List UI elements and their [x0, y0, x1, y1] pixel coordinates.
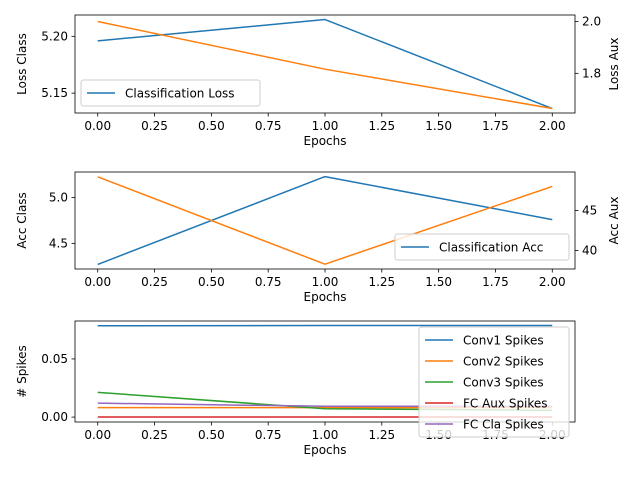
- series-line-1-1: [97, 18, 553, 110]
- legend-frame: [80, 79, 261, 107]
- y-tick-label: 4.5: [49, 236, 68, 250]
- y-tick-label: 5.20: [41, 29, 68, 43]
- x-tick-label: 1.25: [368, 275, 395, 289]
- x-tick-label: 0.25: [141, 275, 168, 289]
- x-tick-label: 1.50: [425, 275, 452, 289]
- subplot-3: 0.000.250.500.751.001.251.501.752.000.00…: [15, 320, 576, 457]
- subplot-2: 0.00 0.25 0.50 0.75 1.00 1.25 1.50 1.75 2.00 4.5 5…: [15, 171, 621, 304]
- y-tick-label: 0.00: [41, 410, 68, 424]
- x-tick-label: 2.00: [539, 275, 566, 289]
- x-tick-label: 0.75: [255, 275, 282, 289]
- subplot-1: 0.00 0.25 0.50 0.75 1.00 1.25 1.50 1.75 2.00 5.15…: [15, 14, 621, 148]
- x-axis-label: Epochs: [304, 134, 347, 148]
- legend-1: Classification Loss: [80, 79, 261, 107]
- y-axis-label: Acc Class: [15, 192, 29, 249]
- legend-entry: Classification Acc: [439, 241, 543, 255]
- y-axis-label-right: Acc Aux: [607, 197, 621, 245]
- x-axis-label: Epochs: [304, 443, 347, 457]
- y-right-tick-label: 1.8: [582, 66, 601, 80]
- x-tick-label: 1.00: [312, 119, 339, 133]
- x-tick-label: 0.50: [198, 428, 225, 442]
- x-tick-label: 0.25: [141, 428, 168, 442]
- series-line-2-1: [97, 175, 553, 266]
- x-tick-label: 0.00: [84, 119, 111, 133]
- x-tick-label: 0.00: [84, 275, 111, 289]
- legend-frame: [394, 233, 570, 261]
- legend-3: Conv1 Spikes Conv2 Spikes Conv3 Spikes FC A…: [418, 326, 570, 438]
- x-tick-label: 0.00: [84, 428, 111, 442]
- y-axis-label: # Spikes: [15, 345, 29, 398]
- legend-frame: [418, 326, 570, 438]
- legend-2: Classification Acc: [394, 233, 570, 261]
- y-right-tick-label: 40: [582, 244, 597, 258]
- x-tick-label: 1.25: [368, 428, 395, 442]
- y-axis-label: Loss Class: [15, 33, 29, 95]
- series-line-2-2: [97, 176, 553, 265]
- legend-entry: Conv3 Spikes: [463, 376, 544, 390]
- x-tick-label: 1.50: [425, 119, 452, 133]
- x-axis-label: Epochs: [304, 290, 347, 304]
- legend-entry: Classification Loss: [125, 87, 235, 101]
- legend-entry: Conv2 Spikes: [463, 355, 544, 369]
- y-tick-label: 5.15: [41, 86, 68, 100]
- x-tick-label: 2.00: [539, 119, 566, 133]
- x-tick-label: 1.75: [482, 275, 509, 289]
- legend-entry: FC Aux Spikes: [463, 397, 548, 411]
- x-tick-label: 1.75: [482, 119, 509, 133]
- x-tick-label: 0.75: [255, 428, 282, 442]
- legend-entry: FC Cla Spikes: [463, 418, 544, 432]
- x-tick-label: 0.25: [141, 119, 168, 133]
- y-axis-label-right: Loss Aux: [607, 37, 621, 90]
- x-tick-label: 0.50: [198, 119, 225, 133]
- y-tick-label: 5.0: [49, 191, 68, 205]
- series-line-1-2: [97, 20, 553, 110]
- x-tick-label: 1.25: [368, 119, 395, 133]
- x-tick-label: 1.00: [312, 428, 339, 442]
- y-right-tick-label: 2.0: [582, 14, 601, 28]
- x-tick-label: 0.50: [198, 275, 225, 289]
- y-right-tick-label: 45: [582, 203, 597, 217]
- legend-entry: Conv1 Spikes: [463, 334, 544, 348]
- x-tick-label: 0.75: [255, 119, 282, 133]
- x-tick-label: 1.00: [312, 275, 339, 289]
- y-tick-label: 0.05: [41, 352, 68, 366]
